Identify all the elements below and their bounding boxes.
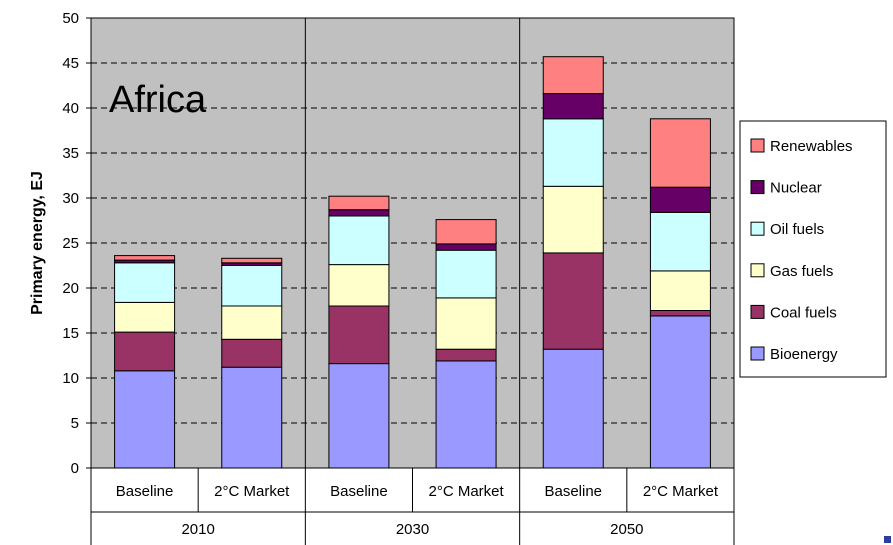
bar-segment-bioenergy xyxy=(221,366,283,469)
bar-segment-nuclear xyxy=(435,243,497,251)
y-tick-label: 20 xyxy=(62,280,79,297)
bar-segment-coal-fuels xyxy=(114,331,176,372)
group-label: 2010 xyxy=(181,521,214,538)
y-tick-label: 45 xyxy=(62,55,79,72)
category-label: 2°C Market xyxy=(214,483,290,500)
bar-segment-oil-fuels xyxy=(114,262,176,303)
bar-segment-bioenergy xyxy=(114,370,176,469)
legend-label: Nuclear xyxy=(770,180,822,197)
legend-label: Gas fuels xyxy=(770,263,833,280)
category-label: 2°C Market xyxy=(428,483,504,500)
bar-segment-oil-fuels xyxy=(542,118,604,187)
legend-swatch xyxy=(750,180,765,195)
legend-swatch xyxy=(750,263,765,278)
legend: Renewables Nuclear Oil fuels Gas fuels Coal … xyxy=(739,120,887,378)
bar-segment-renewables xyxy=(221,257,283,264)
category-label: Baseline xyxy=(116,483,174,500)
bar-segment-renewables xyxy=(328,195,390,211)
legend-label: Coal fuels xyxy=(770,304,837,321)
bar-segment-coal-fuels xyxy=(328,305,390,365)
x-axis: Baseline 2°C Market Baseline 2°C Market Base… xyxy=(90,467,735,545)
y-tick-label: 0 xyxy=(71,460,79,477)
gridlines xyxy=(91,62,734,424)
bar-segment-gas-fuels xyxy=(221,305,283,340)
bar-segment-bioenergy xyxy=(328,363,390,469)
category-label: 2°C Market xyxy=(643,483,719,500)
category-label: Baseline xyxy=(544,483,602,500)
bar-segment-renewables xyxy=(542,56,604,95)
legend-box xyxy=(739,120,887,378)
y-tick-label: 30 xyxy=(62,190,79,207)
bar-segment-coal-fuels xyxy=(221,338,283,368)
bar-segment-bioenergy xyxy=(435,360,497,469)
bar-segment-gas-fuels xyxy=(435,297,497,350)
y-tick-label: 5 xyxy=(71,415,79,432)
legend-swatch xyxy=(750,221,765,236)
legend-label: Renewables xyxy=(770,138,853,155)
category-label: Baseline xyxy=(330,483,388,500)
bar-segment-renewables xyxy=(435,219,497,245)
bar-segment-nuclear xyxy=(328,209,390,217)
legend-swatch xyxy=(750,138,765,153)
corner-marker xyxy=(884,536,891,543)
bar-segment-bioenergy xyxy=(542,348,604,469)
legend-swatch xyxy=(750,346,765,361)
bar-segment-bioenergy xyxy=(649,315,711,469)
y-tick-label: 25 xyxy=(62,235,79,252)
bar-segment-nuclear xyxy=(542,93,604,120)
bar-segment-renewables xyxy=(114,255,176,261)
bar-segment-oil-fuels xyxy=(221,265,283,307)
bar-segment-nuclear xyxy=(649,186,711,213)
chart-title: Africa xyxy=(109,79,207,121)
y-axis-label: Primary energy, EJ xyxy=(29,171,46,315)
group-label: 2050 xyxy=(610,521,643,538)
bar-segment-gas-fuels xyxy=(328,264,390,307)
bar-segment-oil-fuels xyxy=(328,215,390,266)
legend-swatch xyxy=(750,304,765,319)
y-tick-label: 10 xyxy=(62,370,79,387)
bar-segment-coal-fuels xyxy=(542,252,604,350)
y-axis: 0 5 10 15 20 25 30 35 40 45 50 xyxy=(62,10,92,477)
group-dividers xyxy=(304,18,521,468)
group-label: 2030 xyxy=(396,521,429,538)
bar-segment-oil-fuels xyxy=(649,211,711,272)
bar-segment-gas-fuels xyxy=(542,185,604,254)
y-tick-label: 35 xyxy=(62,145,79,162)
legend-label: Oil fuels xyxy=(770,221,824,238)
y-tick-label: 40 xyxy=(62,100,79,117)
bar-segment-gas-fuels xyxy=(114,301,176,333)
bar-segment-coal-fuels xyxy=(649,310,711,317)
legend-label: Bioenergy xyxy=(770,346,838,363)
y-tick-label: 15 xyxy=(62,325,79,342)
bar-segment-renewables xyxy=(649,118,711,188)
y-tick-label: 50 xyxy=(62,10,79,27)
bar-segment-coal-fuels xyxy=(435,348,497,362)
bar-segment-oil-fuels xyxy=(435,249,497,299)
bar-segment-gas-fuels xyxy=(649,270,711,311)
bars xyxy=(114,56,711,469)
